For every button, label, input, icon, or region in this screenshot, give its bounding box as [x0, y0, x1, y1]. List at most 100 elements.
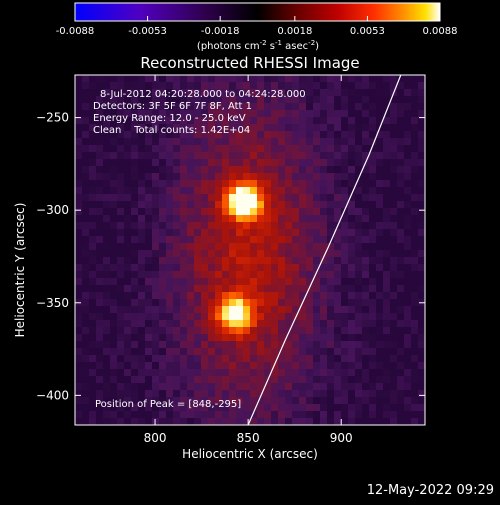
image-pixel	[243, 236, 251, 244]
image-pixel	[96, 271, 104, 279]
image-pixel	[278, 201, 286, 209]
image-pixel	[355, 264, 363, 272]
image-pixel	[138, 404, 146, 412]
image-pixel	[341, 152, 349, 160]
image-pixel	[376, 243, 384, 251]
image-pixel	[131, 257, 139, 265]
image-pixel	[390, 355, 398, 363]
image-pixel	[292, 278, 300, 286]
image-pixel	[264, 82, 272, 90]
image-pixel	[229, 404, 237, 412]
image-pixel	[89, 229, 97, 237]
image-pixel	[306, 152, 314, 160]
image-pixel	[117, 306, 125, 314]
image-pixel	[96, 362, 104, 370]
image-pixel	[327, 124, 335, 132]
image-pixel	[313, 110, 321, 118]
image-pixel	[166, 110, 174, 118]
image-pixel	[313, 376, 321, 384]
image-pixel	[348, 397, 356, 405]
image-pixel	[250, 166, 258, 174]
image-pixel	[271, 194, 279, 202]
image-pixel	[278, 243, 286, 251]
image-pixel	[201, 166, 209, 174]
image-pixel	[341, 82, 349, 90]
image-pixel	[229, 418, 237, 425]
image-pixel	[320, 124, 328, 132]
image-pixel	[418, 383, 425, 391]
image-pixel	[75, 306, 83, 314]
image-pixel	[271, 229, 279, 237]
image-pixel	[306, 411, 314, 419]
image-pixel	[215, 201, 223, 209]
image-pixel	[397, 341, 405, 349]
image-pixel	[159, 75, 167, 83]
image-pixel	[404, 187, 412, 195]
image-pixel	[138, 166, 146, 174]
image-pixel	[187, 215, 195, 223]
image-pixel	[159, 236, 167, 244]
image-pixel	[89, 376, 97, 384]
image-pixel	[110, 306, 118, 314]
image-pixel	[341, 264, 349, 272]
image-pixel	[355, 278, 363, 286]
image-pixel	[201, 341, 209, 349]
image-pixel	[341, 362, 349, 370]
image-pixel	[117, 271, 125, 279]
image-pixel	[96, 383, 104, 391]
image-pixel	[229, 194, 237, 202]
image-pixel	[138, 229, 146, 237]
image-pixel	[285, 334, 293, 342]
image-pixel	[390, 117, 398, 125]
image-pixel	[201, 131, 209, 139]
image-pixel	[264, 341, 272, 349]
image-pixel	[299, 82, 307, 90]
image-pixel	[369, 89, 377, 97]
solar-limb-curve	[247, 75, 402, 425]
image-pixel	[327, 236, 335, 244]
image-pixel	[208, 390, 216, 398]
image-pixel	[187, 145, 195, 153]
image-pixel	[369, 278, 377, 286]
image-pixel	[404, 376, 412, 384]
image-pixel	[110, 103, 118, 111]
image-pixel	[418, 390, 425, 398]
image-pixel	[173, 327, 181, 335]
image-pixel	[96, 166, 104, 174]
image-pixel	[250, 376, 258, 384]
image-pixel	[208, 334, 216, 342]
image-pixel	[131, 397, 139, 405]
image-pixel	[250, 82, 258, 90]
image-pixel	[292, 124, 300, 132]
image-pixel	[166, 306, 174, 314]
image-pixel	[215, 103, 223, 111]
image-pixel	[292, 362, 300, 370]
image-pixel	[376, 299, 384, 307]
image-pixel	[89, 334, 97, 342]
image-pixel	[152, 411, 160, 419]
image-pixel	[348, 390, 356, 398]
image-pixel	[292, 257, 300, 265]
image-pixel	[110, 82, 118, 90]
image-pixel	[194, 264, 202, 272]
image-pixel	[173, 82, 181, 90]
image-pixel	[418, 103, 425, 111]
image-pixel	[215, 376, 223, 384]
image-pixel	[327, 117, 335, 125]
image-pixel	[376, 355, 384, 363]
image-pixel	[313, 215, 321, 223]
image-pixel	[390, 306, 398, 314]
image-pixel	[131, 138, 139, 146]
image-pixel	[96, 404, 104, 412]
image-pixel	[103, 152, 111, 160]
image-pixel	[362, 187, 370, 195]
image-pixel	[411, 355, 419, 363]
image-pixel	[306, 145, 314, 153]
image-pixel	[117, 222, 125, 230]
image-pixel	[348, 355, 356, 363]
image-pixel	[75, 124, 83, 132]
image-pixel	[404, 75, 412, 83]
image-pixel	[229, 299, 237, 307]
image-pixel	[341, 117, 349, 125]
image-pixel	[257, 285, 265, 293]
